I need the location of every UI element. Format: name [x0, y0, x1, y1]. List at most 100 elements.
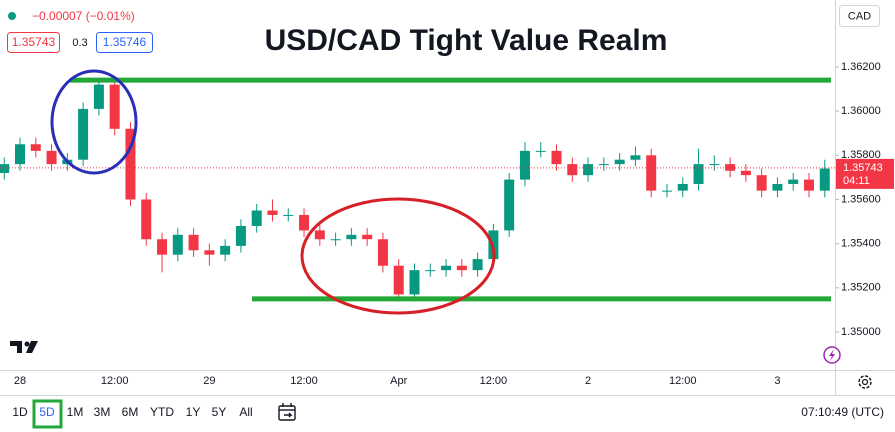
candle-body [188, 234, 199, 251]
range-button[interactable]: 3M [94, 405, 111, 419]
range-button[interactable]: All [239, 405, 252, 419]
candle-body [661, 190, 672, 192]
spread: 0.3 [72, 37, 87, 49]
candle-body [15, 144, 25, 165]
x-tick-label: 29 [203, 375, 215, 387]
clock: 07:10:49 (UTC) [801, 405, 884, 419]
x-tick-label: 12:00 [290, 375, 318, 387]
candle-body [630, 155, 641, 160]
candle-body [0, 164, 10, 173]
candle-body [583, 164, 594, 176]
currency-box[interactable] [839, 5, 880, 27]
range-button[interactable]: YTD [150, 405, 174, 419]
candle-body [30, 144, 41, 151]
date-range-icon[interactable] [278, 403, 296, 421]
candle-body [346, 234, 357, 240]
candle-body [409, 270, 420, 295]
y-tick-label: 1.35600 [841, 193, 881, 205]
candle-body [804, 179, 814, 191]
candle-body [441, 265, 452, 271]
peak-ellipse [50, 69, 138, 175]
candle-body [125, 128, 136, 200]
candle-body [819, 168, 830, 191]
x-tick-label: Apr [390, 375, 407, 387]
range-button[interactable]: 1D [12, 405, 28, 419]
currency: CAD [848, 10, 871, 22]
settings-icon[interactable] [858, 375, 872, 389]
y-tick-label: 1.36200 [841, 61, 881, 73]
candle-body [377, 239, 388, 266]
candle-body [78, 108, 89, 160]
chart-title: USD/CAD Tight Value Realm [265, 24, 668, 57]
candle-body [693, 164, 704, 185]
candle-body [535, 150, 546, 152]
candle-body [93, 84, 104, 109]
candle-body [141, 199, 152, 240]
candle-body [172, 234, 183, 255]
range-selected-box [32, 399, 63, 429]
range-button[interactable]: 5Y [212, 405, 227, 419]
candle-body [109, 84, 120, 129]
candle-body [614, 159, 625, 165]
y-tick-label: 1.35000 [841, 326, 881, 338]
candle-body [709, 164, 720, 166]
plot-area: 1.36200 1.36000 1.35800 1.35600 1.35400 1.352… [0, 61, 894, 387]
candle-body [756, 175, 767, 191]
candle-body [456, 265, 467, 271]
range-button[interactable]: 1M [67, 405, 84, 419]
trough-ellipse [300, 197, 496, 315]
status-dot [8, 12, 16, 20]
candle-body [725, 164, 736, 171]
ask-price: 1.35746 [103, 35, 147, 49]
x-tick-label: 28 [14, 375, 26, 387]
last-price-box [836, 158, 894, 189]
candle-body [314, 230, 325, 240]
range-button[interactable]: 5D [39, 405, 55, 419]
candle-body [425, 270, 436, 272]
tv-logo [10, 341, 38, 353]
candle-body [772, 184, 783, 191]
ask-box[interactable] [96, 32, 153, 53]
candle-body [220, 245, 231, 255]
candle-body [283, 214, 294, 216]
bid-box[interactable] [7, 32, 60, 53]
y-tick-label: 1.35400 [841, 238, 881, 250]
candle-body [204, 250, 215, 255]
candle-body [598, 164, 609, 166]
y-tick-label: 1.35200 [841, 282, 881, 294]
x-tick-label: 12:00 [669, 375, 697, 387]
countdown: 04:11 [843, 175, 870, 187]
alert-icon[interactable] [823, 346, 841, 364]
toolbar: 1D 5D 1M 3M 6M YTD 1Y 5Y All [12, 399, 253, 429]
y-tick-label: 1.35800 [841, 149, 881, 161]
candle-body [551, 150, 562, 165]
candle-body [393, 265, 404, 295]
bid-price: 1.35743 [12, 35, 56, 49]
x-tick-label: 12:00 [480, 375, 508, 387]
candle-body [46, 150, 57, 165]
candle-body [251, 210, 262, 226]
candle-body [267, 210, 278, 215]
last-price-label: 1.35743 [843, 162, 883, 174]
candle-body [519, 150, 530, 180]
range-button[interactable]: 1Y [186, 405, 201, 419]
price-change: −0.00007 (−0.01%) [32, 9, 135, 23]
y-tick-label: 1.36000 [841, 105, 881, 117]
candle-body [299, 214, 310, 231]
x-tick-label: 3 [774, 375, 780, 387]
candle-body [235, 225, 246, 246]
candle-body [330, 239, 341, 241]
candle-body [740, 170, 751, 176]
candle-body [362, 234, 373, 240]
candle-body [567, 164, 578, 176]
range-button[interactable]: 6M [122, 405, 139, 419]
x-tick-label: 2 [585, 375, 591, 387]
candle-body [504, 179, 515, 231]
x-tick-label: 12:00 [101, 375, 129, 387]
candle-body [472, 259, 483, 271]
candle-body [677, 184, 688, 191]
candle-body [646, 155, 657, 191]
